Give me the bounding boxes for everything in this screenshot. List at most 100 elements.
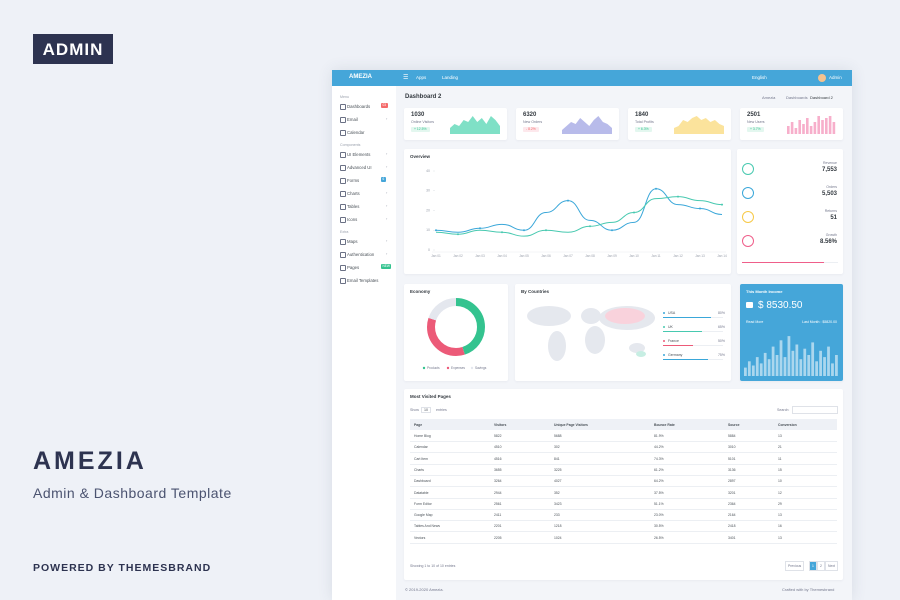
sidebar-item[interactable]: Authentication	[347, 251, 375, 257]
table-cell: 51.1%	[654, 501, 664, 506]
page-button[interactable]: Next	[825, 561, 838, 571]
breadcrumb-item[interactable]: Amezia	[762, 95, 776, 100]
stat-label: New Users	[747, 120, 765, 124]
footer-right: Crafted with by Themesbrand	[782, 587, 835, 592]
sidebar-caret: ›	[386, 216, 388, 221]
topbar-link[interactable]: Landing	[442, 75, 459, 80]
bar	[831, 363, 834, 376]
sidebar-caret: ›	[386, 251, 388, 256]
table-cell: 4027	[554, 479, 562, 484]
page-button[interactable]: 1	[809, 561, 817, 571]
sidebar-icon	[340, 265, 346, 271]
table-cell: Google Map	[414, 513, 433, 518]
series-point	[655, 187, 657, 190]
trend-bar	[787, 126, 790, 134]
sidebar-item[interactable]: Tables	[347, 203, 360, 209]
sidebar-item[interactable]: Icons	[347, 216, 358, 222]
sidebar-item[interactable]: Forms	[347, 177, 360, 183]
stat-change: - 8.2%	[523, 127, 539, 132]
trend-bar	[821, 120, 824, 134]
footer-left: © 2019-2020 Amezia.	[405, 587, 444, 592]
trend-bar	[825, 118, 828, 134]
trend-bar	[806, 118, 809, 134]
legend-label: Savings	[475, 366, 487, 370]
table-cell: 13	[778, 513, 782, 518]
country-value: 80%	[717, 311, 725, 315]
entries-label: entries	[436, 408, 447, 412]
x-tick-label: Jan 04	[497, 254, 507, 258]
topbar-link[interactable]: Apps	[416, 75, 427, 80]
series-point	[699, 207, 701, 210]
bar	[815, 361, 819, 376]
sidebar-item[interactable]: UI Elements	[347, 151, 371, 157]
income-last: Last Month : $5820.00	[802, 320, 837, 324]
trend-bar	[813, 122, 817, 134]
sidebar-icon	[340, 191, 346, 197]
logo[interactable]: AMEZIA	[349, 74, 372, 80]
sidebar-item[interactable]: Calendar	[347, 129, 365, 135]
sidebar-item[interactable]: Email Templates	[347, 277, 379, 283]
table-cell: 30.5%	[654, 524, 664, 529]
breadcrumb-item[interactable]: Dashboards	[786, 95, 808, 100]
menu-icon[interactable]: ☰	[403, 75, 409, 81]
kpi-icon	[742, 235, 754, 247]
bar	[807, 355, 811, 376]
chart	[787, 116, 836, 134]
bar	[819, 350, 822, 376]
bar	[751, 365, 755, 376]
sidebar-item[interactable]: Email	[347, 116, 358, 122]
table-header: Conversion	[778, 423, 797, 427]
chart	[450, 116, 500, 134]
sidebar-item[interactable]: Dashboards	[347, 103, 371, 109]
table-cell: 1024	[554, 535, 562, 540]
map-region	[629, 343, 645, 353]
language[interactable]: English	[752, 75, 767, 80]
legend-label: Products	[427, 366, 440, 370]
table-cell: 2418	[728, 524, 736, 529]
chart	[744, 336, 838, 376]
table-header-bg	[410, 419, 837, 430]
stat-card: 2501 New Users + 3.7%	[740, 108, 843, 140]
kpi-label: Growth	[825, 233, 837, 237]
series-point	[479, 227, 481, 230]
length-select[interactable]: 10	[421, 407, 431, 413]
x-tick-label: Jan 14	[717, 254, 727, 258]
country-dot	[663, 312, 665, 314]
page-button[interactable]: 2	[817, 561, 825, 571]
sidebar-caret: ›	[386, 116, 388, 121]
country-value: 75%	[717, 353, 725, 357]
series-point	[501, 231, 503, 234]
table-cell: 61.2%	[654, 467, 664, 472]
user-name[interactable]: Admin	[829, 75, 842, 80]
kpi-icon	[742, 163, 754, 175]
kpi-label: Revenue	[822, 161, 837, 165]
chart	[674, 116, 724, 134]
series-point	[589, 225, 591, 228]
search-input[interactable]	[792, 406, 838, 414]
table-cell: 3010	[728, 445, 736, 450]
sidebar-item[interactable]: Advanced UI	[347, 164, 372, 170]
sidebar-item[interactable]: Maps	[347, 238, 358, 244]
avatar[interactable]	[818, 74, 826, 82]
table-cell: 13	[778, 535, 782, 540]
countries-card: By Countries USA 80% UK 65% France 50% Germany 7…	[515, 284, 731, 381]
y-tick-label: 10	[426, 228, 430, 232]
legend-dot	[422, 366, 426, 370]
country-bar	[663, 331, 702, 333]
legend-dot	[446, 366, 450, 370]
table-cell: 11	[778, 456, 782, 461]
legend-dot	[470, 366, 474, 370]
income-more[interactable]: Read More	[746, 320, 764, 324]
table-cell: 3225	[554, 467, 562, 472]
sidebar-item[interactable]: Pages	[347, 264, 360, 270]
sidebar-item[interactable]: Charts	[347, 190, 360, 196]
stat-value: 2501	[747, 112, 761, 118]
sidebar-caret: ›	[386, 164, 388, 169]
sidebar-icon	[340, 165, 346, 171]
table-card: Most Visited Pages Show 10 entries Search: Pa…	[404, 389, 843, 580]
stat-change: + 3.7%	[747, 127, 764, 132]
breadcrumb-item: Dashboard 2	[810, 95, 833, 100]
trend-bar	[828, 116, 832, 134]
page-button[interactable]: Previous	[785, 561, 805, 571]
